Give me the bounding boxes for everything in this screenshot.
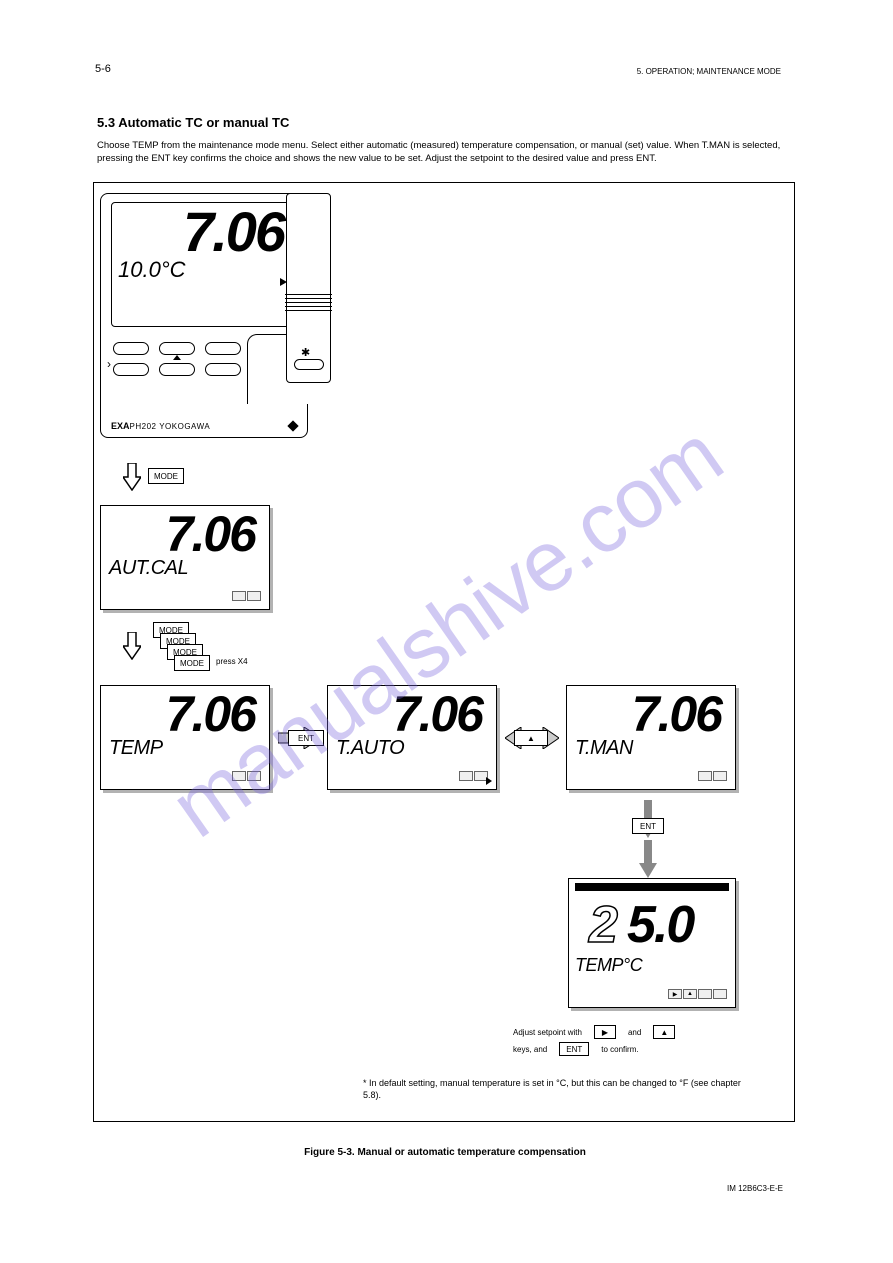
right-key-icon: ▶ (594, 1025, 616, 1039)
instrument-screen: 7.06 10.0°C (111, 202, 291, 327)
digit-solid: 5.0 (627, 895, 693, 955)
lcd-sub: TEMP°C (575, 955, 729, 976)
up-key-label: ▲ (514, 730, 548, 746)
text-confirm: to confirm. (601, 1045, 638, 1054)
brand-label: EXA (111, 421, 130, 431)
model-label: PH202 (130, 422, 157, 431)
progress-bar (575, 883, 729, 891)
lcd-main: 7.06 (109, 692, 261, 737)
lcd-mini-icons (232, 591, 261, 601)
lcd-final: 2 5.0 TEMP°C ▶▲ (568, 878, 736, 1008)
ent-key-label: ENT (288, 730, 324, 746)
button-1[interactable] (113, 342, 149, 355)
yokogawa-label: YOKOGAWA (156, 422, 210, 431)
hinge-lines (285, 294, 332, 311)
ent-key-label-2: ENT (632, 818, 664, 834)
instrument-body: 7.06 10.0°C EXAPH202 YOKOGAWA (100, 193, 308, 438)
button-3[interactable] (205, 342, 241, 355)
mode-key-stack-4: MODE (174, 655, 210, 671)
up-key-icon: ▲ (653, 1025, 675, 1039)
section-text: Choose TEMP from the maintenance mode me… (97, 140, 783, 166)
ent-key-icon: ENT (559, 1042, 589, 1056)
lcd-mini-icons (698, 771, 727, 781)
main-reading: 7.06 (118, 207, 284, 257)
text-keys: keys, and (513, 1045, 547, 1054)
lcd-main: 7.06 (575, 692, 727, 737)
adjust-prefix: Adjust setpoint with (513, 1028, 582, 1037)
lcd-main: 7.06 (109, 512, 261, 557)
lcd-mini-icons (232, 771, 261, 781)
chapter-header: 5. OPERATION; MAINTENANCE MODE (637, 67, 781, 76)
document-footer: IM 12B6C3-E-E (727, 1184, 783, 1193)
logo-bar: EXAPH202 YOKOGAWA (111, 421, 297, 431)
adjust-instruction-row-2: keys, and ENT to confirm. (513, 1042, 639, 1056)
up-button[interactable] (159, 363, 195, 376)
lcd-main: 7.06 (336, 692, 488, 737)
triangle-indicator-icon (486, 777, 492, 785)
figure-caption: Figure 5-3. Manual or automatic temperat… (97, 1147, 793, 1158)
digit-outline: 2 (589, 895, 618, 955)
page-number: 5-6 (95, 63, 111, 75)
button-grid (113, 342, 243, 376)
lcd-autcal: 7.06 AUT.CAL (100, 505, 270, 610)
lcd-mini-icons (459, 771, 488, 781)
arrow-down-icon (123, 463, 141, 496)
enter-button[interactable] (205, 363, 241, 376)
arrow-down-solid-icon-2 (640, 840, 656, 868)
section-title: 5.3 Automatic TC or manual TC (97, 115, 289, 130)
button-2[interactable] (159, 342, 195, 355)
flap-panel: ✱ (286, 193, 331, 383)
lcd-mini-icons: ▶▲ (668, 989, 727, 999)
lcd-tauto: 7.06 T.AUTO (327, 685, 497, 790)
lcd-temp: 7.06 TEMP (100, 685, 270, 790)
right-button[interactable] (113, 363, 149, 376)
adjust-instruction-row: Adjust setpoint with ▶ and ▲ (513, 1025, 675, 1039)
yokogawa-diamond-icon (287, 420, 298, 431)
lcd-tman: 7.06 T.MAN (566, 685, 736, 790)
mode-key-label: MODE (148, 468, 184, 484)
flap-button[interactable] (294, 359, 324, 370)
footnote-star: * In default setting, manual temperature… (363, 1078, 743, 1101)
text-and: and (628, 1028, 641, 1037)
star-mark-icon: ✱ (301, 346, 310, 359)
arrow-down-icon (123, 632, 141, 665)
press-x4-label: press X4 (216, 657, 248, 666)
